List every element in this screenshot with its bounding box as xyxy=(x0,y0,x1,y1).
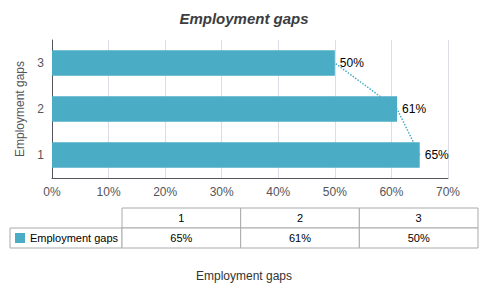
svg-text:60%: 60% xyxy=(379,185,403,199)
svg-text:50%: 50% xyxy=(323,185,347,199)
svg-text:61%: 61% xyxy=(289,232,311,244)
svg-text:1: 1 xyxy=(37,148,44,162)
svg-text:40%: 40% xyxy=(266,185,290,199)
svg-text:2: 2 xyxy=(297,212,303,224)
svg-text:Employment gaps: Employment gaps xyxy=(13,61,27,157)
svg-text:50%: 50% xyxy=(408,232,430,244)
svg-text:Employment gaps: Employment gaps xyxy=(30,232,119,244)
svg-text:10%: 10% xyxy=(97,185,121,199)
svg-text:70%: 70% xyxy=(436,185,460,199)
svg-text:65%: 65% xyxy=(425,148,449,162)
svg-text:61%: 61% xyxy=(402,102,426,116)
svg-text:3: 3 xyxy=(416,212,422,224)
svg-text:50%: 50% xyxy=(340,56,364,70)
svg-text:Employment gaps: Employment gaps xyxy=(196,269,292,283)
svg-text:0%: 0% xyxy=(43,185,61,199)
svg-text:Employment gaps: Employment gaps xyxy=(179,10,308,27)
svg-text:65%: 65% xyxy=(170,232,192,244)
svg-text:1: 1 xyxy=(178,212,184,224)
svg-text:20%: 20% xyxy=(153,185,177,199)
svg-text:2: 2 xyxy=(37,102,44,116)
svg-text:3: 3 xyxy=(37,56,44,70)
svg-text:30%: 30% xyxy=(210,185,234,199)
